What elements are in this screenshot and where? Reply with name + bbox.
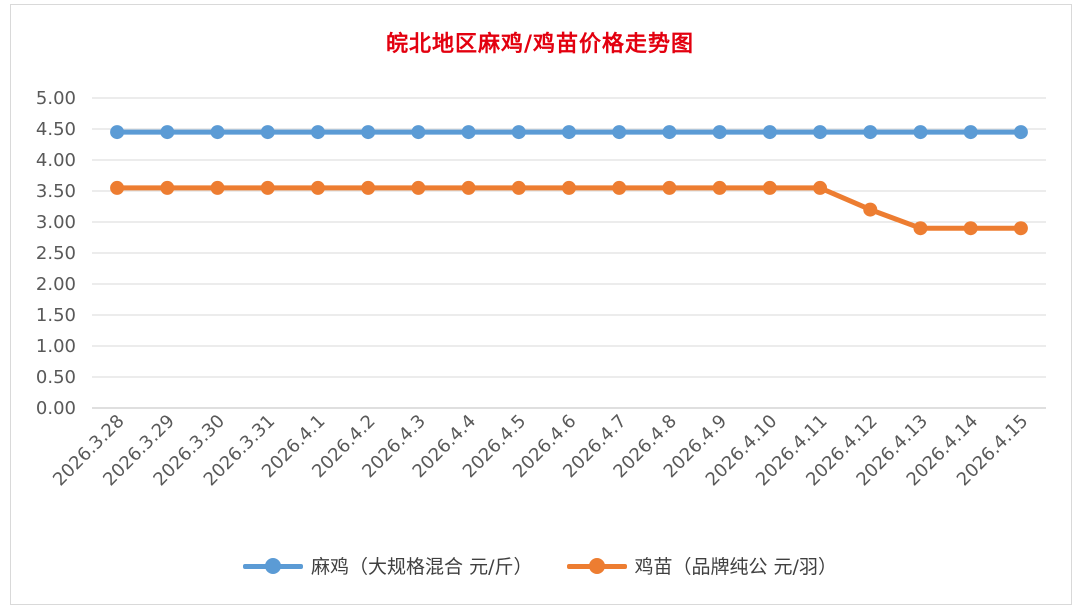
data-point-1 [511, 180, 526, 195]
data-point-0 [612, 125, 627, 140]
data-point-0 [712, 125, 727, 140]
legend-item-0: 麻鸡（大规格混合 元/斤） [243, 552, 533, 579]
legend-label-1: 鸡苗（品牌纯公 元/羽） [634, 556, 837, 578]
data-point-1 [411, 180, 426, 195]
chart-area [10, 4, 1072, 605]
data-point-0 [461, 125, 476, 140]
data-point-1 [963, 221, 978, 236]
data-point-1 [662, 180, 677, 195]
data-point-0 [260, 125, 275, 140]
data-point-0 [1013, 125, 1028, 140]
y-tick-label: 3.50 [36, 181, 76, 202]
y-tick-label: 3.00 [36, 212, 76, 233]
data-point-1 [562, 180, 576, 195]
legend: 麻鸡（大规格混合 元/斤） 鸡苗（品牌纯公 元/羽） [0, 552, 1080, 579]
legend-marker-1 [566, 557, 627, 574]
data-point-0 [160, 125, 175, 140]
data-point-0 [762, 125, 777, 140]
data-point-0 [662, 125, 677, 140]
y-tick-label: 4.50 [36, 119, 76, 140]
data-point-0 [813, 125, 828, 140]
data-point-1 [762, 180, 777, 195]
y-tick-label: 2.00 [36, 274, 76, 295]
data-point-1 [863, 202, 878, 217]
data-point-0 [361, 125, 376, 140]
data-point-1 [110, 180, 125, 195]
data-point-1 [813, 180, 828, 195]
data-point-0 [110, 125, 125, 140]
y-tick-label: 1.50 [36, 305, 76, 326]
legend-marker-0 [243, 557, 304, 574]
data-point-1 [712, 180, 727, 195]
data-point-1 [1013, 221, 1028, 236]
y-tick-label: 5.00 [36, 88, 76, 109]
legend-item-1: 鸡苗（品牌纯公 元/羽） [566, 552, 837, 579]
legend-label-0: 麻鸡（大规格混合 元/斤） [311, 556, 533, 578]
data-point-1 [260, 180, 275, 195]
data-point-0 [310, 125, 325, 140]
y-tick-label: 0.00 [36, 398, 76, 419]
data-point-0 [511, 125, 526, 140]
y-tick-label: 4.00 [36, 150, 76, 171]
data-point-1 [310, 180, 325, 195]
data-point-1 [210, 180, 225, 195]
chart-title: 皖北地区麻鸡/鸡苗价格走势图 [385, 32, 695, 57]
y-tick-label: 1.00 [36, 336, 76, 357]
data-point-0 [863, 125, 878, 140]
data-point-1 [361, 180, 376, 195]
data-point-0 [562, 125, 576, 140]
data-point-0 [411, 125, 426, 140]
data-point-1 [913, 221, 928, 236]
y-tick-label: 2.50 [36, 243, 76, 264]
data-point-0 [963, 125, 978, 140]
data-point-0 [913, 125, 928, 140]
data-point-1 [461, 180, 476, 195]
data-point-1 [160, 180, 175, 195]
data-point-1 [612, 180, 627, 195]
data-point-0 [210, 125, 225, 140]
y-tick-label: 0.50 [36, 367, 76, 388]
